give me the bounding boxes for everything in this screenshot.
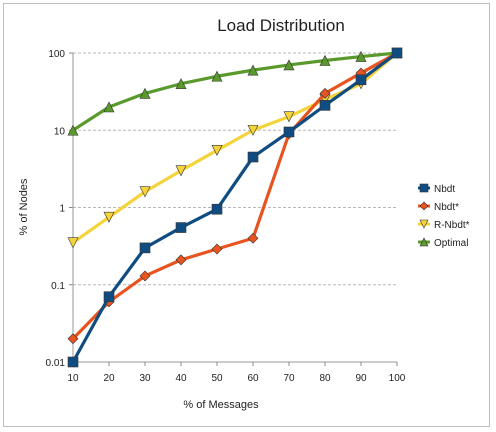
data-point-r-nbdt xyxy=(103,211,115,223)
legend-marker xyxy=(419,183,429,193)
series-optimal xyxy=(67,47,403,136)
data-point-nbdt xyxy=(319,87,331,99)
data-point-nbdt xyxy=(247,232,259,244)
legend-entry-optimal: Optimal xyxy=(418,237,468,249)
data-point-optimal xyxy=(139,87,151,99)
data-point-r-nbdt xyxy=(67,237,79,249)
data-point-nbdt xyxy=(103,291,115,303)
legend-marker xyxy=(419,201,429,211)
data-point-r-nbdt xyxy=(139,186,151,198)
data-point-nbdt xyxy=(355,74,367,86)
data-point-nbdt xyxy=(319,100,331,111)
x-tick-label: 20 xyxy=(103,373,115,384)
series-nbdt xyxy=(67,47,403,345)
data-point-nbdt xyxy=(283,126,295,138)
data-point-optimal xyxy=(103,101,115,113)
x-tick-label: 80 xyxy=(319,373,331,384)
data-point-nbdt xyxy=(247,151,259,163)
y-axis-label: % of Nodes xyxy=(18,178,30,235)
data-point-nbdt xyxy=(139,270,151,282)
y-tick-label: 1 xyxy=(59,204,65,215)
data-point-nbdt xyxy=(175,254,187,266)
chart-title: Load Distribution xyxy=(217,16,345,35)
x-tick-label: 60 xyxy=(247,373,259,384)
data-point-optimal xyxy=(319,54,331,66)
x-tick-label: 10 xyxy=(67,373,79,384)
data-point-optimal xyxy=(247,64,259,76)
legend-label: Nbdt xyxy=(434,184,455,195)
series-line-nbdt xyxy=(71,51,398,363)
data-point-nbdt xyxy=(211,243,223,255)
series-nbdt xyxy=(67,47,403,368)
data-point-r-nbdt xyxy=(283,111,295,123)
x-tick-label: 30 xyxy=(139,373,151,384)
x-tick-label: 70 xyxy=(283,373,295,384)
x-tick-label: 90 xyxy=(355,373,367,384)
chart-frame xyxy=(3,3,490,427)
data-point-optimal xyxy=(283,59,295,71)
data-point-r-nbdt xyxy=(247,124,259,136)
y-tick-label: 0.01 xyxy=(46,358,66,369)
legend-label: Nbdt* xyxy=(434,202,459,213)
data-point-r-nbdt xyxy=(175,165,187,177)
y-tick-label: 100 xyxy=(48,49,65,60)
legend-entry-r-nbdt: R-Nbdt* xyxy=(418,219,470,231)
legend-marker xyxy=(419,219,429,229)
legend-entry-nbdt: Nbdt xyxy=(418,183,455,195)
y-tick-label: 0.1 xyxy=(51,281,65,292)
data-point-nbdt xyxy=(67,333,79,345)
data-point-nbdt xyxy=(175,222,187,233)
data-point-r-nbdt xyxy=(211,145,223,156)
data-point-optimal xyxy=(67,124,79,136)
x-tick-label: 40 xyxy=(175,373,187,384)
data-point-nbdt xyxy=(211,203,223,215)
legend-entry-nbdt: Nbdt* xyxy=(418,201,459,213)
legend-marker xyxy=(419,237,429,247)
legend-label: R-Nbdt* xyxy=(434,220,470,231)
data-point-optimal xyxy=(355,50,367,62)
data-point-optimal xyxy=(211,70,223,82)
legend-label: Optimal xyxy=(434,238,468,249)
series-line-nbdt xyxy=(71,51,398,340)
x-tick-label: 50 xyxy=(211,373,223,384)
y-tick-label: 10 xyxy=(54,126,66,137)
x-axis-label: % of Messages xyxy=(183,399,259,411)
data-point-optimal xyxy=(175,78,187,90)
series-line-optimal xyxy=(72,51,398,132)
data-point-nbdt xyxy=(391,47,403,59)
x-tick-label: 100 xyxy=(389,373,406,384)
data-point-nbdt xyxy=(67,356,79,368)
data-point-nbdt xyxy=(139,242,151,254)
